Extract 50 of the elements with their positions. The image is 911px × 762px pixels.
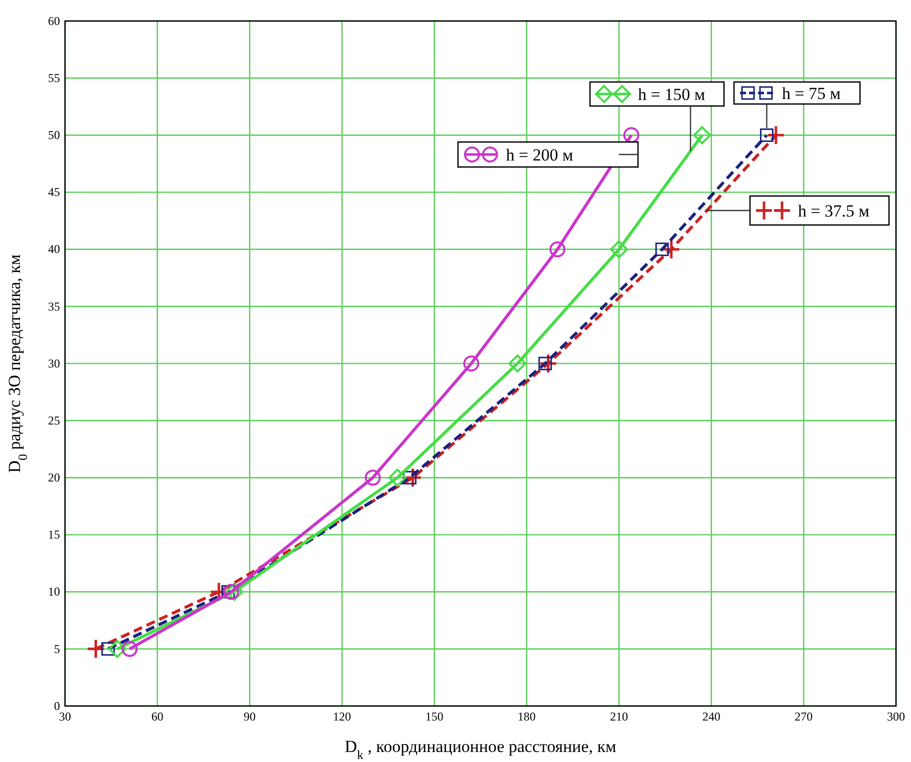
y-tick-label: 5: [54, 642, 60, 656]
point: [364, 470, 381, 486]
x-tick-label: 150: [425, 710, 444, 724]
point: [86, 638, 106, 660]
point: [402, 470, 416, 484]
point: [108, 640, 126, 658]
y-tick-label: 50: [48, 128, 60, 142]
y-tick-label: 60: [48, 14, 60, 28]
y-tick-label: 15: [48, 528, 60, 542]
legend-label: h = 37.5 м: [798, 202, 870, 220]
x-tick-label: 270: [794, 710, 813, 724]
legend-label: h = 200 м: [506, 146, 574, 164]
point: [508, 354, 526, 372]
point: [693, 126, 712, 144]
legend-entry: h = 200 м: [457, 141, 639, 168]
point: [549, 241, 566, 258]
y-tick-label: 20: [48, 470, 60, 485]
x-tick-label: 60: [151, 710, 164, 724]
legend-entry: h = 150 м: [589, 81, 725, 107]
point: [388, 468, 406, 487]
x-tick-label: 240: [702, 710, 720, 724]
x-tick-label: 90: [244, 710, 256, 724]
point: [538, 356, 552, 370]
x-tick-label: 300: [887, 710, 905, 724]
point: [766, 124, 786, 146]
point: [760, 128, 774, 142]
x-tick-label: 210: [610, 710, 628, 724]
point: [610, 240, 628, 258]
x-axis-title: D$_{k}$ , координационное расстояние, км: [344, 737, 616, 762]
x-tick-label: 180: [518, 710, 536, 724]
point: [623, 127, 640, 144]
y-tick-label: 55: [48, 70, 60, 85]
y-tick-label: 10: [48, 584, 60, 599]
point: [463, 356, 480, 372]
point: [225, 582, 244, 601]
point: [122, 640, 138, 657]
x-tick-label: 120: [333, 710, 351, 724]
point: [223, 584, 240, 600]
y-tick-label: 45: [48, 185, 60, 200]
legend-label: h = 75 м: [782, 84, 841, 103]
legend-label: h = 150 м: [638, 85, 706, 104]
y-tick-label: 35: [48, 299, 60, 314]
point: [101, 642, 115, 656]
y-tick-label: 0: [54, 698, 60, 713]
legend-entry: h = 37.5 м: [749, 195, 890, 226]
y-tick-label: 40: [48, 242, 60, 256]
point: [655, 242, 669, 256]
y-tick-label: 25: [48, 413, 60, 428]
legend-entry: h = 75 м: [733, 81, 861, 105]
y-tick-label: 30: [48, 356, 60, 370]
